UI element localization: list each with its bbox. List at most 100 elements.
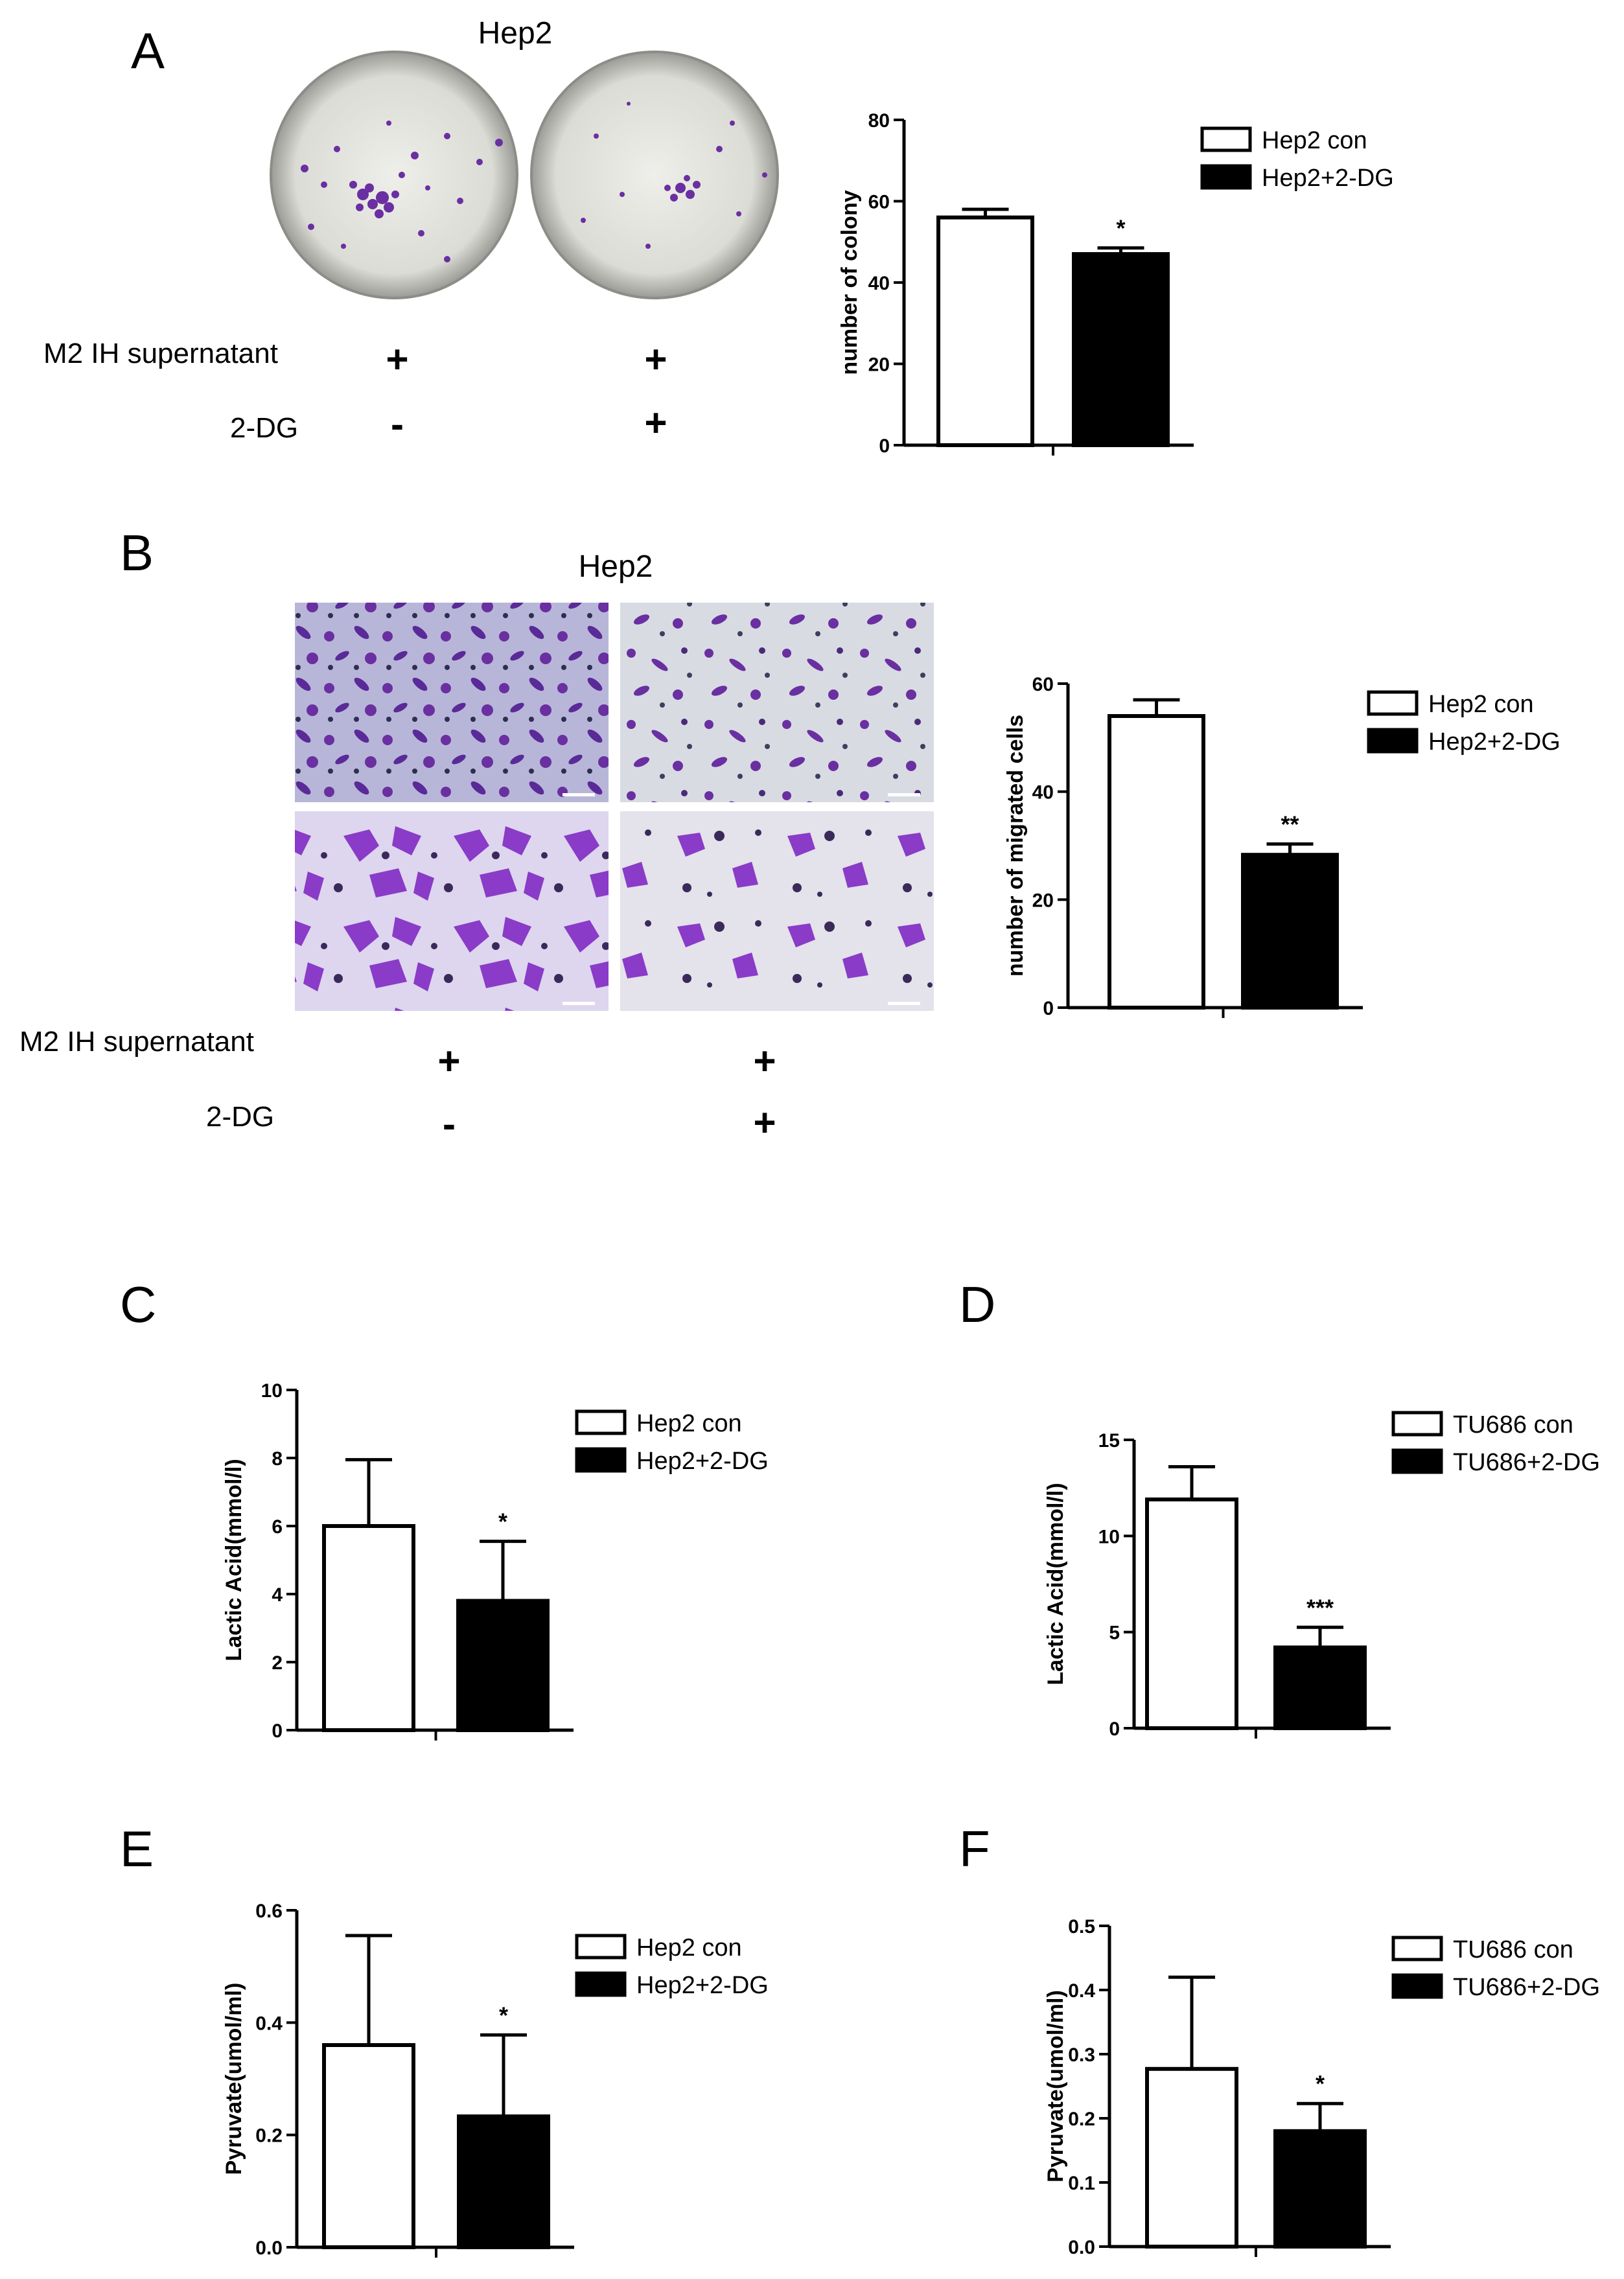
legend-swatch [575, 1971, 627, 1997]
panel-a-sign: + [386, 338, 408, 381]
y-tick-label: 0.3 [1068, 2044, 1095, 2066]
bar-treated [456, 1599, 550, 1732]
y-tick-label: 6 [272, 1516, 283, 1538]
panel-a-sign: - [391, 402, 404, 446]
panel-a-title: Hep2 [478, 16, 553, 51]
y-axis-label: Lactic Acid(mmol/l) [1043, 1483, 1068, 1685]
bar-control [1145, 2066, 1238, 2249]
legend-label: Hep2+2-DG [636, 1972, 769, 1999]
micrograph-treated-low [620, 603, 934, 802]
bar-control [1145, 1497, 1238, 1730]
y-tick-label: 0.0 [255, 2238, 283, 2259]
chart-c: 0 2 4 6 8 10 Lactic Acid(mmol/l) * Hep2 con Hep2+… [222, 1380, 769, 1742]
panel-b-sign: + [753, 1101, 776, 1144]
significance-marker: * [1116, 215, 1125, 242]
significance-marker: * [1316, 2070, 1325, 2097]
bar-control [1108, 714, 1205, 1010]
migration-micrographs [295, 603, 934, 1011]
chart-d: 0 5 10 15 Lactic Acid(mmol/l) *** TU686 con TU6… [1043, 1411, 1600, 1740]
y-axis-label: Pyruvate(umol/ml) [222, 1983, 246, 2175]
y-tick-label: 10 [261, 1380, 283, 1402]
legend-label: TU686+2-DG [1453, 1449, 1600, 1476]
legend-swatch [1391, 1448, 1443, 1474]
y-tick-label: 4 [272, 1584, 283, 1606]
y-tick-label: 0 [879, 435, 890, 457]
micrograph-control-high [295, 811, 609, 1011]
bar-treated [1273, 1645, 1367, 1730]
chart-e: 0.0 0.2 0.4 0.6 Pyruvate(umol/ml) * Hep2 con He… [222, 1901, 769, 2259]
y-tick-label: 0.4 [1068, 1980, 1095, 2002]
scale-bar [888, 793, 920, 796]
legend-label: Hep2+2-DG [1262, 165, 1394, 192]
bar-treated [457, 2114, 550, 2249]
legend-swatch [575, 1409, 627, 1435]
y-tick-label: 60 [1032, 674, 1054, 695]
bar-treated [1072, 252, 1170, 447]
panel-b-sign: - [443, 1102, 456, 1146]
legend-label: Hep2+2-DG [1428, 728, 1560, 756]
bar-treated [1241, 853, 1339, 1010]
y-axis-label: number of migrated cells [1003, 715, 1028, 977]
legend-label: TU686+2-DG [1453, 1974, 1600, 2001]
legend-swatch [1200, 164, 1252, 190]
chart-f: 0.0 0.1 0.2 0.3 0.4 0.5 Pyruvate(umol/ml) * TU68… [1043, 1916, 1600, 2258]
legend-label: Hep2 con [1428, 691, 1534, 718]
scale-bar [888, 1002, 920, 1005]
colony-dish-control [270, 51, 518, 299]
panel-a-sign: + [644, 338, 667, 381]
y-tick-label: 0.2 [255, 2125, 283, 2147]
scale-bar [563, 1002, 595, 1005]
y-tick-label: 5 [1109, 1623, 1120, 1644]
y-tick-label: 0.2 [1068, 2109, 1095, 2130]
y-tick-label: 2 [272, 1652, 283, 1674]
panel-b-row-label: 2-DG [206, 1101, 274, 1133]
panel-letter-b: B [120, 524, 154, 581]
panel-b-title: Hep2 [579, 550, 653, 584]
y-tick-label: 80 [868, 110, 890, 132]
scale-bar [563, 793, 595, 796]
panel-b-row-label: M2 IH supernatant [19, 1026, 254, 1058]
y-axis-label: number of colony [837, 190, 862, 375]
legend-label: Hep2 con [1262, 127, 1367, 154]
panel-a-sign: + [644, 401, 667, 445]
y-tick-label: 10 [1098, 1526, 1120, 1547]
chart-a: 0 20 40 60 80 number of colony * Hep2 con Hep2+2… [837, 110, 1394, 457]
y-tick-label: 0.1 [1068, 2173, 1095, 2194]
y-tick-label: 0 [1043, 998, 1054, 1019]
panel-letter-a: A [131, 22, 165, 79]
significance-marker: * [498, 1509, 507, 1535]
micrograph-treated-high [620, 811, 934, 1011]
panel-b-sign: + [437, 1039, 460, 1083]
panel-a-condition-table: M2 IH supernatant + + 2-DG - + [43, 338, 667, 446]
bar-treated [1273, 2129, 1367, 2249]
bar-control [322, 2043, 415, 2249]
legend-label: TU686 con [1453, 1411, 1573, 1439]
y-axis-label: Pyruvate(umol/ml) [1043, 1990, 1068, 2182]
legend-swatch [1391, 1411, 1443, 1437]
significance-marker: * [499, 2002, 508, 2028]
y-tick-label: 20 [1032, 890, 1054, 911]
panel-b-sign: + [753, 1039, 776, 1083]
significance-marker: ** [1281, 811, 1299, 838]
y-tick-label: 60 [868, 192, 890, 213]
y-tick-label: 8 [272, 1448, 283, 1470]
y-axis-label: Lactic Acid(mmol/l) [222, 1459, 246, 1661]
y-tick-label: 0.5 [1068, 1916, 1095, 1938]
y-tick-label: 0.0 [1068, 2237, 1095, 2258]
y-tick-label: 15 [1098, 1430, 1120, 1452]
legend-swatch [1367, 690, 1419, 716]
y-tick-label: 0.4 [255, 2013, 283, 2034]
panel-letter-c: C [120, 1276, 156, 1333]
panel-letter-f: F [959, 1820, 990, 1877]
panel-letter-e: E [120, 1820, 154, 1877]
panel-a-row-label: M2 IH supernatant [43, 338, 278, 369]
micrograph-control-low [295, 603, 609, 802]
y-tick-label: 0 [272, 1720, 283, 1742]
legend-label: Hep2+2-DG [636, 1448, 769, 1475]
legend-swatch [1367, 728, 1419, 754]
y-tick-label: 40 [1032, 782, 1054, 804]
legend-swatch [1200, 126, 1252, 152]
legend-label: TU686 con [1453, 1936, 1573, 1963]
colony-dish-treated [530, 51, 779, 299]
